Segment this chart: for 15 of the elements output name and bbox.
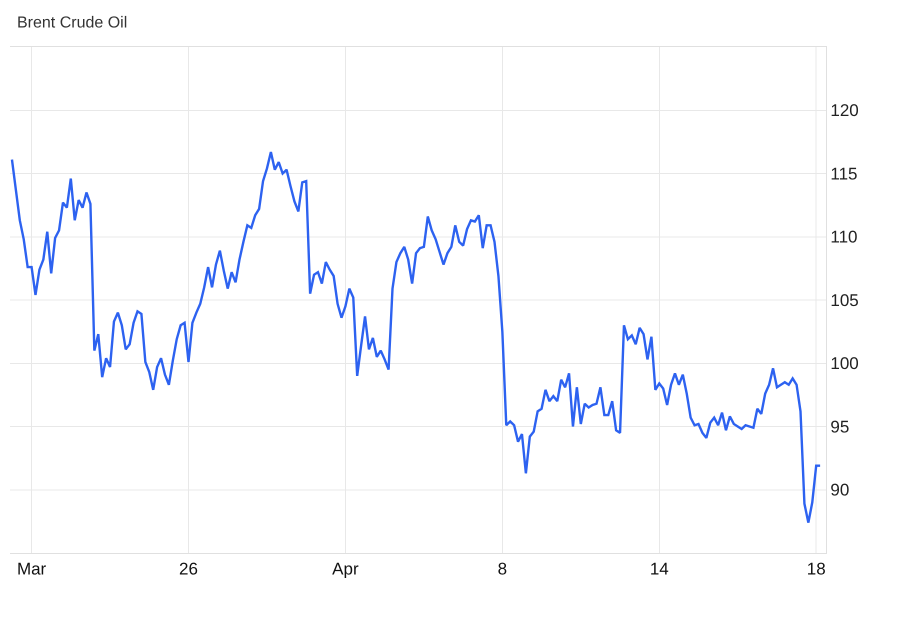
y-tick-label: 105 — [830, 290, 859, 310]
x-tick-label: 26 — [179, 559, 198, 578]
x-tick-label: Apr — [332, 559, 359, 578]
y-tick-label: 120 — [830, 101, 859, 120]
x-tick-label: 8 — [498, 559, 508, 578]
y-tick-label: 110 — [830, 228, 858, 247]
chart-title: Brent Crude Oil — [17, 14, 128, 32]
y-tick-label: 115 — [830, 164, 858, 184]
line-series — [10, 150, 822, 524]
y-tick-label: 90 — [830, 480, 850, 500]
y-tick-label: 100 — [830, 354, 859, 374]
x-tick-label: Mar — [16, 559, 47, 578]
x-tick-label: 18 — [806, 559, 826, 578]
y-tick-label: 95 — [830, 417, 850, 436]
x-tick-label: 14 — [650, 559, 669, 578]
